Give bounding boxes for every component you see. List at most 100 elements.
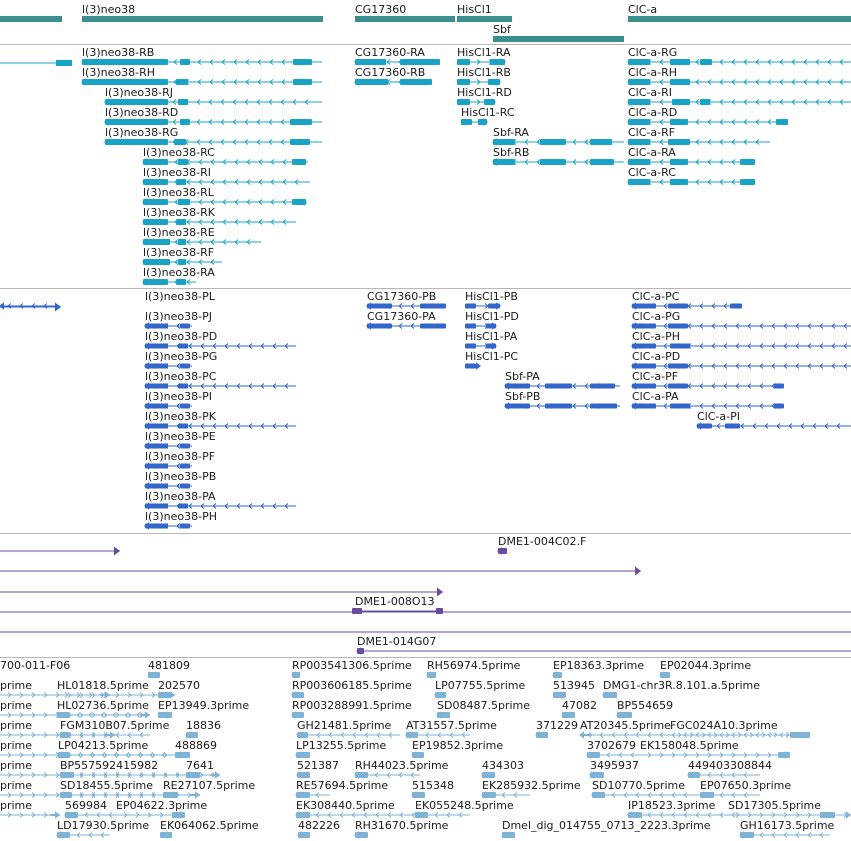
feature-label[interactable]: ClC-a-PH [632, 330, 680, 343]
feature-label[interactable]: EK308440.5prime [296, 799, 395, 812]
feature-label[interactable]: l(3)neo38-PB [145, 470, 216, 483]
feature-glyph[interactable] [457, 78, 501, 86]
feature-label[interactable]: CG17360-PA [367, 310, 436, 323]
feature-glyph[interactable] [627, 158, 755, 166]
feature-label[interactable]: SD08487.5prime [437, 699, 530, 712]
feature-label[interactable]: ClC-a-RG [628, 46, 677, 59]
feature-label[interactable]: 482226 [298, 819, 340, 832]
feature-glyph[interactable] [356, 647, 851, 655]
feature-glyph[interactable] [59, 791, 160, 799]
feature-label[interactable]: LP04213.5prime [58, 739, 149, 752]
feature-label[interactable]: EP04622.3prime [116, 799, 207, 812]
feature-label[interactable]: HisCl1-RB [457, 66, 511, 79]
feature-glyph[interactable] [627, 178, 755, 186]
feature-glyph[interactable] [457, 16, 512, 22]
feature-glyph[interactable] [142, 198, 307, 206]
feature-glyph[interactable] [144, 322, 192, 330]
feature-glyph[interactable] [696, 422, 851, 430]
feature-label[interactable]: ClC-a-RC [628, 166, 676, 179]
feature-glyph[interactable] [659, 671, 670, 679]
feature-label[interactable]: RP003288991.5prime [292, 699, 412, 712]
feature-label[interactable]: RE27107.5prime [163, 779, 255, 792]
feature-glyph[interactable] [627, 58, 851, 66]
feature-label[interactable]: HisCl1 [457, 3, 492, 16]
feature-glyph[interactable] [82, 16, 323, 22]
feature-glyph[interactable] [414, 811, 470, 819]
feature-glyph[interactable] [501, 831, 515, 839]
feature-glyph[interactable] [504, 402, 620, 410]
feature-glyph[interactable] [142, 258, 222, 266]
feature-label[interactable]: ClC-a-RF [628, 126, 675, 139]
feature-label[interactable]: prime [0, 799, 32, 812]
feature-label[interactable]: SD17305.5prime [728, 799, 821, 812]
feature-glyph[interactable] [163, 791, 178, 799]
feature-glyph[interactable] [0, 566, 641, 576]
feature-glyph[interactable] [465, 342, 497, 350]
feature-label[interactable]: SD10770.5prime [592, 779, 685, 792]
feature-label[interactable]: l(3)neo38-PF [145, 450, 215, 463]
feature-glyph[interactable] [144, 362, 192, 370]
feature-label[interactable]: 513945 [553, 679, 595, 692]
feature-glyph[interactable] [144, 482, 192, 490]
feature-glyph[interactable] [144, 342, 296, 350]
feature-label[interactable]: Sbf-PB [505, 390, 540, 403]
feature-glyph[interactable] [354, 771, 420, 779]
feature-glyph[interactable] [57, 751, 180, 759]
feature-glyph[interactable] [728, 811, 851, 819]
feature-label[interactable]: LP07755.5prime [435, 679, 526, 692]
feature-glyph[interactable] [589, 771, 604, 779]
feature-label[interactable]: ClC-a-PD [632, 350, 680, 363]
feature-label[interactable]: l(3)neo38-RB [82, 46, 154, 59]
feature-glyph[interactable] [366, 322, 446, 330]
feature-glyph[interactable] [296, 771, 310, 779]
feature-glyph[interactable] [0, 587, 443, 597]
feature-label[interactable]: l(3)neo38-PJ [145, 310, 212, 323]
feature-glyph[interactable] [104, 98, 322, 106]
feature-label[interactable]: EP02044.3prime [660, 659, 751, 672]
feature-glyph[interactable] [465, 302, 501, 310]
feature-glyph[interactable] [481, 771, 495, 779]
feature-label[interactable]: l(3)neo38 [82, 3, 135, 16]
feature-label[interactable]: 3495937 [590, 759, 639, 772]
feature-label[interactable]: HisCl1-RD [457, 86, 512, 99]
feature-glyph[interactable] [355, 16, 455, 22]
feature-glyph[interactable] [0, 811, 60, 819]
feature-label[interactable]: LP13255.5prime [296, 739, 387, 752]
feature-label[interactable]: Sbf-RB [493, 146, 529, 159]
feature-label[interactable]: DME1-008O13 [355, 595, 435, 608]
feature-label[interactable]: BP557592415982 [60, 759, 158, 772]
feature-label[interactable]: 18836 [186, 719, 221, 732]
feature-label[interactable]: Sbf [493, 23, 512, 36]
feature-label[interactable]: prime [0, 779, 32, 792]
feature-glyph[interactable] [631, 382, 784, 390]
feature-label[interactable]: 371229 [536, 719, 578, 732]
feature-label[interactable]: DME1-004C02.F [498, 535, 586, 548]
feature-label[interactable]: CG17360-RB [355, 66, 425, 79]
feature-glyph[interactable] [535, 731, 548, 739]
feature-label[interactable]: EP18363.3prime [553, 659, 644, 672]
feature-glyph[interactable] [296, 731, 400, 739]
feature-label[interactable]: 515348 [412, 779, 454, 792]
feature-label[interactable]: l(3)neo38-PI [145, 390, 212, 403]
feature-glyph[interactable] [481, 791, 530, 799]
feature-label[interactable]: HisCl1-PB [465, 290, 518, 303]
feature-glyph[interactable] [586, 751, 645, 759]
feature-glyph[interactable] [297, 831, 310, 839]
feature-glyph[interactable] [354, 831, 368, 839]
feature-label[interactable]: 488869 [175, 739, 217, 752]
feature-label[interactable]: DME1-014G07 [357, 635, 436, 648]
feature-glyph[interactable] [405, 731, 470, 739]
feature-label[interactable]: 434303 [482, 759, 524, 772]
feature-glyph[interactable] [562, 711, 575, 719]
feature-label[interactable]: FGM310B07.5prime [60, 719, 170, 732]
feature-glyph[interactable] [461, 118, 488, 126]
feature-label[interactable]: ClC-a [628, 3, 657, 16]
feature-label[interactable]: EK158048.5prime [640, 739, 739, 752]
feature-label[interactable]: SD18455.5prime [60, 779, 153, 792]
feature-glyph[interactable] [142, 278, 196, 286]
feature-label[interactable]: l(3)neo38-PE [145, 430, 216, 443]
feature-glyph[interactable] [144, 462, 192, 470]
feature-label[interactable]: l(3)neo38-RK [143, 206, 216, 219]
feature-label[interactable]: HisCl1-PC [465, 350, 518, 363]
feature-label[interactable]: HisCl1-PA [465, 330, 518, 343]
